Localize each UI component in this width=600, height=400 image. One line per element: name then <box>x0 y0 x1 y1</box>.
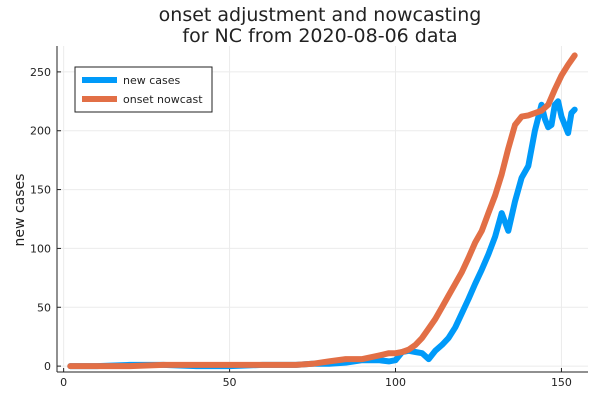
x-tick-label: 150 <box>551 376 572 389</box>
series-line-onset-nowcast <box>67 52 578 370</box>
legend: new cases onset nowcast <box>74 66 213 113</box>
x-tick-label: 50 <box>223 376 237 389</box>
series-lines <box>67 52 578 370</box>
y-tick-label: 200 <box>30 125 51 138</box>
x-tick-label: 100 <box>385 376 406 389</box>
y-tick-label: 0 <box>44 360 51 373</box>
chart-subtitle: for NC from 2020-08-06 data <box>182 25 457 47</box>
y-axis-label: new cases <box>12 174 28 247</box>
y-tick-label: 150 <box>30 184 51 197</box>
y-tick-label: 100 <box>30 242 51 255</box>
legend-box <box>74 66 213 113</box>
legend-label-onset-nowcast: onset nowcast <box>123 93 203 106</box>
chart-title: onset adjustment and nowcasting <box>159 4 482 26</box>
axes: 0 50 100 150 0 50 100 150 200 250 <box>30 46 588 389</box>
y-tick-label: 50 <box>37 301 51 314</box>
legend-label-new-cases: new cases <box>123 74 181 87</box>
x-tick-label: 0 <box>60 376 67 389</box>
y-tick-label: 250 <box>30 66 51 79</box>
series-line-new-cases <box>67 98 578 370</box>
